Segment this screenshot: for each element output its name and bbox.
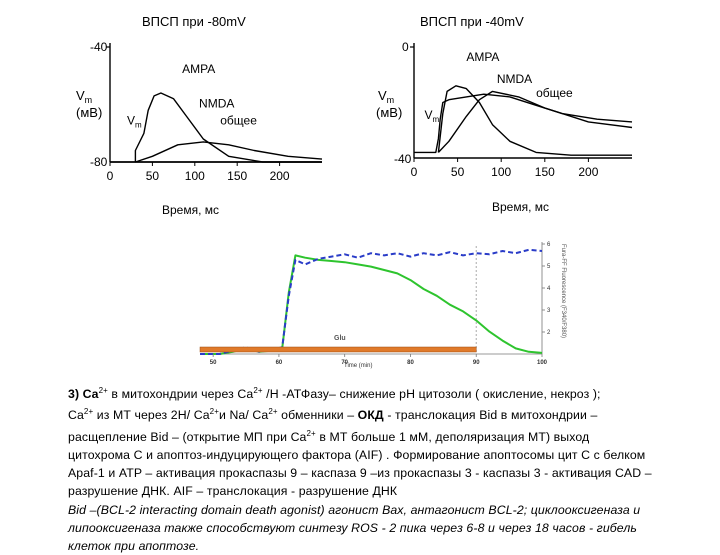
c1-xtick-label: 100 bbox=[185, 169, 205, 183]
chart3-xtick-label: 70 bbox=[341, 360, 348, 366]
chart1-ytick-top: -40 bbox=[90, 40, 108, 54]
c1-xtick-label: 200 bbox=[270, 169, 290, 183]
fluorescence-chart: Glu 50 60 70 80 90 100 Time (min) 2 3 4 5 6 Fura-… bbox=[199, 242, 566, 369]
chart1-xlabel: Время, мс bbox=[162, 203, 219, 217]
caption-line-6: разрушение ДНК. AIF – транслокация - раз… bbox=[68, 484, 398, 499]
chart3-series-1 bbox=[200, 248, 543, 355]
caption-line-3: расщепление Bid – (открытие МП при Ca2+ … bbox=[68, 428, 590, 444]
c2-xtick-label: 0 bbox=[411, 165, 418, 179]
epsp-chart-minus80: ВПСП при -80mV Vm (мВ) -40 -80 Время, мс… bbox=[76, 14, 323, 217]
c1-xtick-label: 0 bbox=[107, 169, 114, 183]
c1-xtick-label: 150 bbox=[227, 169, 247, 183]
glu-bar bbox=[199, 346, 477, 353]
glu-label: Glu bbox=[334, 335, 346, 342]
chart3-ylabel-right: Fura-FF Fluorescence (F340/F380) bbox=[560, 244, 566, 338]
caption-line-4: цитохрома С и апоптоз-индуцирующего факт… bbox=[68, 447, 646, 462]
chart3-ytick-label: 2 bbox=[547, 330, 551, 336]
c1-series-0 bbox=[110, 92, 322, 163]
chart3-xtick-label: 80 bbox=[407, 360, 414, 366]
caption-text: 3) Ca2+ в митохондрии через Ca2+ /H -АТФ… bbox=[68, 382, 668, 555]
chart1-ylabel-unit: (мВ) bbox=[76, 105, 102, 120]
caption-line-5: Apaf-1 и ATP – активация прокаспазы 9 – … bbox=[68, 466, 652, 481]
c1-annotation-3: Vm bbox=[127, 114, 142, 130]
c2-series-1 bbox=[437, 85, 632, 156]
chart3-ytick-label: 3 bbox=[547, 308, 551, 314]
c2-xtick-label: 50 bbox=[451, 165, 465, 179]
chart2-ylabel-v: Vm bbox=[378, 88, 394, 105]
c2-xtick-label: 100 bbox=[491, 165, 511, 179]
c2-annotation-3: Vm bbox=[424, 108, 439, 124]
c1-series-1 bbox=[135, 141, 323, 163]
chart2-title: ВПСП при -40mV bbox=[420, 14, 524, 29]
chart3-xlabel: Time (min) bbox=[344, 363, 372, 369]
caption-line-7: Bid –(BCL-2 interacting domain death ago… bbox=[68, 502, 641, 517]
caption-line-8: липооксигеназа также способствуют синтез… bbox=[68, 520, 637, 535]
c2-series-2 bbox=[437, 90, 633, 153]
caption-line-2: Ca2+ из МТ через 2H/ Ca2+и Na/ Ca2+ обме… bbox=[68, 407, 598, 423]
c2-annotation-2: общее bbox=[536, 86, 573, 100]
chart2-ytick-bottom: -40 bbox=[394, 152, 412, 166]
chart2-xlabel: Время, мс bbox=[492, 200, 549, 214]
chart3-ytick-label: 5 bbox=[547, 264, 551, 270]
c1-annotation-1: NMDA bbox=[199, 96, 234, 110]
chart1-ytick-bottom: -80 bbox=[90, 155, 108, 169]
chart3-xtick-label: 50 bbox=[210, 360, 217, 366]
caption-line-1: 3) Ca2+ в митохондрии через Ca2+ /H -АТФ… bbox=[68, 386, 601, 402]
chart3-xtick-label: 100 bbox=[537, 360, 548, 366]
c1-annotation-2: общее bbox=[220, 114, 257, 128]
c1-annotation-0: AMPA bbox=[182, 62, 215, 76]
c2-annotation-0: AMPA bbox=[466, 50, 499, 64]
chart3-series-0 bbox=[200, 254, 543, 355]
chart2-ylabel-unit: (мВ) bbox=[376, 105, 402, 120]
c2-xtick-label: 150 bbox=[535, 165, 555, 179]
c2-xtick-label: 200 bbox=[578, 165, 598, 179]
chart3-xtick-label: 90 bbox=[473, 360, 480, 366]
epsp-chart-minus40: ВПСП при -40mV Vm (мВ) 0 -40 Время, мс 0… bbox=[376, 14, 633, 214]
c1-xtick-label: 50 bbox=[146, 169, 160, 183]
chart3-ytick-label: 6 bbox=[547, 242, 551, 248]
c2-annotation-1: NMDA bbox=[497, 72, 532, 86]
chart1-title: ВПСП при -80mV bbox=[142, 14, 246, 29]
chart2-ytick-top: 0 bbox=[402, 40, 409, 54]
chart3-ytick-label: 4 bbox=[547, 286, 551, 292]
chart1-ylabel-v: Vm bbox=[76, 88, 92, 105]
chart3-xtick-label: 60 bbox=[276, 360, 283, 366]
